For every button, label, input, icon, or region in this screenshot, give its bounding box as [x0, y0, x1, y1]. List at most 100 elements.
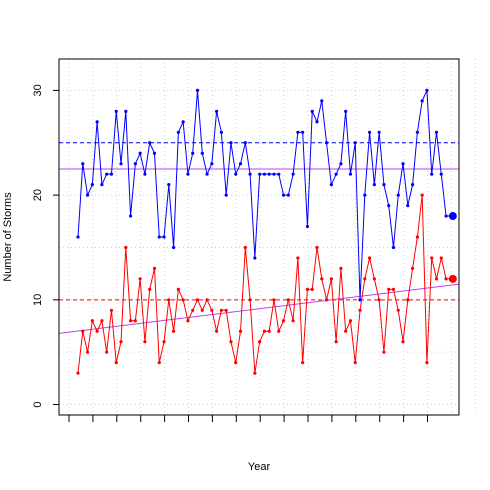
data-point [430, 256, 434, 260]
data-point [148, 141, 152, 145]
data-point [243, 141, 247, 145]
data-point [162, 235, 166, 239]
data-point [238, 162, 243, 166]
data-point [215, 109, 219, 113]
data-point [382, 350, 386, 354]
data-point [411, 183, 415, 187]
data-point [85, 350, 90, 354]
data-point [109, 172, 114, 176]
data-point [143, 172, 147, 176]
data-point [406, 298, 410, 302]
data-point [277, 329, 281, 333]
data-point [248, 298, 252, 302]
data-point [320, 277, 324, 281]
data-point [320, 99, 324, 103]
data-point [286, 193, 290, 197]
data-point [334, 340, 338, 344]
data-point [430, 172, 434, 176]
plot-frame [58, 58, 460, 416]
data-point [358, 308, 362, 312]
data-point [181, 120, 185, 124]
data-point [181, 298, 185, 302]
data-point [124, 245, 128, 250]
data-point [434, 130, 439, 134]
reference-lines [58, 142, 460, 334]
data-point [191, 308, 195, 312]
data-point [387, 203, 391, 208]
data-point [152, 266, 157, 271]
data-point [219, 130, 223, 134]
data-point [382, 183, 386, 187]
data-point [315, 120, 319, 124]
data-point [291, 172, 295, 176]
data-point [401, 162, 405, 166]
data-point [267, 329, 271, 333]
data-point [157, 361, 161, 365]
data-point [253, 256, 257, 260]
data-point [367, 130, 372, 134]
data-point [391, 245, 396, 250]
data-point [444, 277, 448, 281]
data-point [138, 277, 142, 281]
data-point [229, 340, 233, 344]
data-point [348, 319, 353, 323]
data-point [377, 130, 381, 134]
y-tick-label: 0 [32, 401, 44, 407]
data-point [172, 245, 176, 250]
data-point [76, 371, 80, 375]
data-point [205, 172, 209, 176]
data-point [262, 329, 267, 333]
data-point [406, 203, 410, 208]
data-point [81, 162, 85, 166]
data-point [124, 109, 128, 113]
data-point [372, 183, 376, 187]
data-point [200, 151, 204, 155]
data-point [195, 88, 200, 93]
data-point [420, 193, 424, 197]
data-point [128, 319, 133, 323]
data-point [105, 350, 109, 354]
y-tick-label: 10 [32, 294, 44, 306]
data-point [396, 308, 400, 312]
data-point [425, 361, 429, 365]
data-point [353, 361, 357, 365]
data-point [434, 277, 439, 281]
data-point [128, 214, 133, 218]
series [76, 88, 457, 375]
data-point [191, 151, 195, 155]
data-point [367, 256, 372, 260]
data-point [396, 193, 400, 197]
data-point [200, 308, 204, 312]
axes: 0 10 20 30 [32, 84, 428, 422]
data-point [100, 183, 104, 187]
data-point [186, 319, 190, 323]
data-point [363, 277, 367, 281]
data-point [152, 151, 157, 155]
data-point [448, 274, 457, 283]
data-point [329, 183, 333, 187]
data-point [210, 162, 214, 166]
data-point [138, 151, 142, 155]
data-point [324, 298, 329, 302]
data-point [243, 245, 247, 250]
data-point [148, 287, 152, 291]
data-point [167, 183, 171, 187]
data-point [119, 340, 123, 344]
data-point [229, 141, 233, 145]
data-point [224, 308, 228, 312]
data-point [391, 287, 396, 291]
series-line [77, 90, 451, 300]
data-point [301, 361, 305, 365]
y-tick-label: 30 [32, 84, 44, 96]
data-point [415, 235, 419, 239]
data-point [186, 172, 190, 176]
data-point [205, 298, 209, 302]
data-point [238, 329, 243, 333]
data-point [310, 287, 314, 291]
data-point [195, 298, 200, 302]
data-point [324, 141, 329, 145]
data-point [301, 130, 305, 134]
data-point [95, 120, 99, 124]
data-point [114, 109, 118, 113]
data-point [272, 298, 276, 302]
